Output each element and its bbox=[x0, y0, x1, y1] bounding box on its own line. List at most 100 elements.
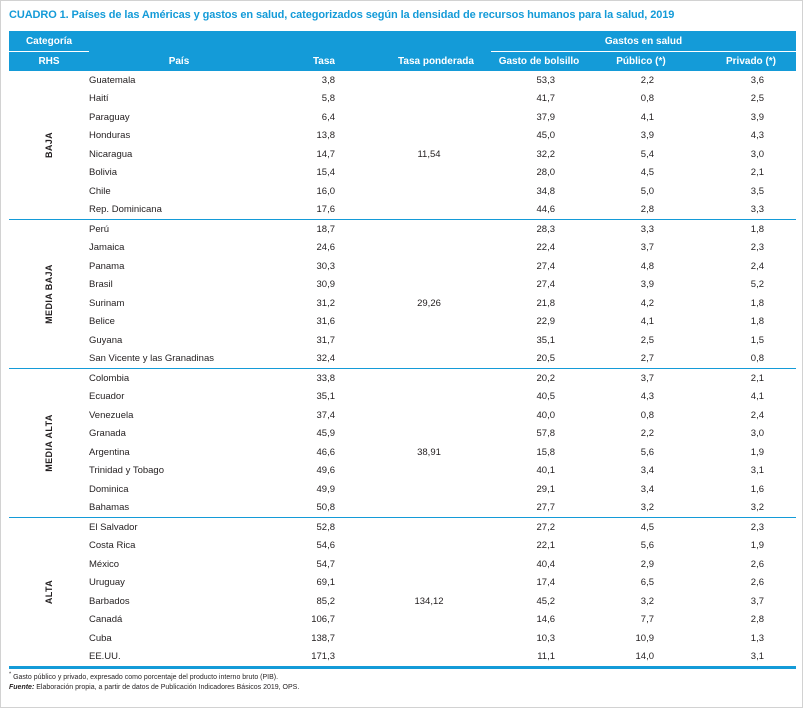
gasto-bolsillo-cell: 14,6 bbox=[536, 614, 556, 626]
gasto-bolsillo-cell: 40,1 bbox=[536, 465, 556, 477]
table-row: MEDIA BAJA Perú 18,7 28,3 3,3 1,8 bbox=[9, 220, 796, 324]
tasa-ponderada-cell bbox=[345, 462, 491, 481]
publico-cell: 3,9 bbox=[640, 279, 654, 291]
country-cell: Nicaragua bbox=[89, 148, 133, 160]
publico-cell: 5,6 bbox=[640, 540, 654, 552]
publico-cell: 2,2 bbox=[640, 74, 654, 86]
publico-cell: 0,8 bbox=[640, 409, 654, 421]
privado-cell: 1,8 bbox=[750, 297, 764, 309]
publico-cell: 3,7 bbox=[640, 372, 654, 384]
country-cell: Bolivia bbox=[89, 167, 117, 179]
tasa-cell: 49,9 bbox=[316, 483, 336, 495]
category-vertical-label: ALTA bbox=[9, 518, 89, 666]
category-vertical-label: MEDIA ALTA bbox=[9, 369, 89, 517]
table-header: Categoría Gastos en salud RHS País Tasa … bbox=[9, 31, 796, 71]
tasa-ponderada-cell bbox=[345, 220, 491, 239]
category-label-cell: MEDIA BAJA bbox=[9, 220, 89, 369]
tasa-ponderada-cell bbox=[345, 276, 491, 295]
tasa-cell: 50,8 bbox=[316, 502, 336, 514]
gasto-bolsillo-cell: 44,6 bbox=[536, 204, 556, 216]
country-cell: Granada bbox=[89, 428, 126, 440]
tasa-ponderada-cell bbox=[345, 71, 491, 90]
table-row: Ecuador 35,1 40,5 4,3 4,1 bbox=[9, 388, 796, 407]
tasa-cell: 17,6 bbox=[316, 204, 336, 216]
tasa-ponderada-cell bbox=[345, 108, 491, 127]
tasa-ponderada-cell bbox=[345, 239, 491, 258]
header-tasa-ponderada: Tasa ponderada bbox=[345, 51, 491, 71]
category-text: MEDIA BAJA bbox=[43, 264, 54, 324]
publico-cell: 2,2 bbox=[640, 428, 654, 440]
tasa-cell: 33,8 bbox=[316, 372, 336, 384]
tasa-ponderada-cell bbox=[345, 518, 491, 537]
publico-cell: 2,8 bbox=[640, 204, 654, 216]
header-rhs: RHS bbox=[9, 51, 89, 71]
privado-cell: 1,5 bbox=[750, 334, 764, 346]
gasto-bolsillo-cell: 27,4 bbox=[536, 260, 556, 272]
gasto-bolsillo-cell: 40,0 bbox=[536, 409, 556, 421]
privado-cell: 4,3 bbox=[750, 130, 764, 142]
category-vertical-label: MEDIA BAJA bbox=[9, 220, 89, 368]
publico-cell: 0,8 bbox=[640, 93, 654, 105]
privado-cell: 4,1 bbox=[750, 391, 764, 403]
table-row: México 54,7 40,4 2,9 2,6 bbox=[9, 555, 796, 574]
footnote-line: * Gasto público y privado, expresado com… bbox=[9, 672, 802, 683]
publico-cell: 4,5 bbox=[640, 167, 654, 179]
source-text: Elaboración propia, a partir de datos de… bbox=[34, 683, 300, 691]
table-row: Honduras 13,8 45,0 3,9 4,3 bbox=[9, 127, 796, 146]
privado-cell: 3,1 bbox=[750, 651, 764, 663]
country-cell: EE.UU. bbox=[89, 651, 121, 663]
category-text: ALTA bbox=[43, 579, 54, 605]
privado-cell: 1,8 bbox=[750, 223, 764, 235]
country-cell: México bbox=[89, 558, 120, 570]
privado-cell: 3,5 bbox=[750, 185, 764, 197]
gasto-bolsillo-cell: 40,4 bbox=[536, 558, 556, 570]
section-baja: BAJA Guatemala 3,8 53,3 2,2 3,6 Haití 5,8 41,7 0,… bbox=[9, 71, 796, 220]
category-vertical-label: BAJA bbox=[9, 71, 89, 219]
privado-cell: 0,8 bbox=[750, 353, 764, 365]
category-label-cell: BAJA bbox=[9, 71, 89, 220]
country-cell: Cuba bbox=[89, 632, 112, 644]
tasa-cell: 54,7 bbox=[316, 558, 336, 570]
gasto-bolsillo-cell: 40,5 bbox=[536, 391, 556, 403]
country-cell: Colombia bbox=[89, 372, 130, 384]
publico-cell: 14,0 bbox=[635, 651, 655, 663]
gasto-bolsillo-cell: 11,1 bbox=[537, 651, 555, 663]
privado-cell: 2,4 bbox=[750, 260, 764, 272]
table-row: Barbados 85,2 134,12 45,2 3,2 3,7 bbox=[9, 592, 796, 611]
section-media-alta: MEDIA ALTA Colombia 33,8 20,2 3,7 2,1 Ecuador 3… bbox=[9, 368, 796, 518]
table-row: EE.UU. 171,3 11,1 14,0 3,1 bbox=[9, 648, 796, 668]
gasto-bolsillo-cell: 20,2 bbox=[536, 372, 556, 384]
gasto-bolsillo-cell: 45,0 bbox=[536, 130, 556, 142]
footnote-text: Gasto público y privado, expresado como … bbox=[11, 674, 279, 681]
privado-cell: 2,1 bbox=[750, 167, 764, 179]
table-row: Bahamas 50,8 27,7 3,2 3,2 bbox=[9, 499, 796, 518]
table-row: San Vicente y las Granadinas 32,4 20,5 2,7 0… bbox=[9, 350, 796, 369]
tasa-cell: 85,2 bbox=[316, 595, 336, 607]
tasa-cell: 14,7 bbox=[316, 148, 336, 160]
privado-cell: 2,5 bbox=[750, 93, 764, 105]
tasa-cell: 46,6 bbox=[316, 446, 336, 458]
tasa-cell: 31,2 bbox=[316, 297, 336, 309]
privado-cell: 5,2 bbox=[750, 279, 764, 291]
tasa-ponderada-cell bbox=[345, 90, 491, 109]
gasto-bolsillo-cell: 57,8 bbox=[536, 428, 556, 440]
table-row: Uruguay 69,1 17,4 6,5 2,6 bbox=[9, 574, 796, 593]
tasa-ponderada-cell bbox=[345, 313, 491, 332]
table-row: Cuba 138,7 10,3 10,9 1,3 bbox=[9, 629, 796, 648]
tasa-cell: 18,7 bbox=[316, 223, 336, 235]
gasto-bolsillo-cell: 20,5 bbox=[536, 353, 556, 365]
publico-cell: 3,3 bbox=[640, 223, 654, 235]
tasa-ponderada-cell bbox=[345, 555, 491, 574]
country-cell: Jamaica bbox=[89, 242, 125, 254]
country-cell: Chile bbox=[89, 185, 111, 197]
table-row: Trinidad y Tobago 49,6 40,1 3,4 3,1 bbox=[9, 462, 796, 481]
gasto-bolsillo-cell: 10,3 bbox=[536, 632, 556, 644]
privado-cell: 3,2 bbox=[750, 502, 764, 514]
country-cell: El Salvador bbox=[89, 521, 138, 533]
category-label-cell: MEDIA ALTA bbox=[9, 369, 89, 518]
tasa-ponderada-cell bbox=[345, 164, 491, 183]
gasto-bolsillo-cell: 37,9 bbox=[536, 111, 556, 123]
category-text: MEDIA ALTA bbox=[44, 414, 54, 472]
publico-cell: 4,8 bbox=[640, 260, 654, 272]
